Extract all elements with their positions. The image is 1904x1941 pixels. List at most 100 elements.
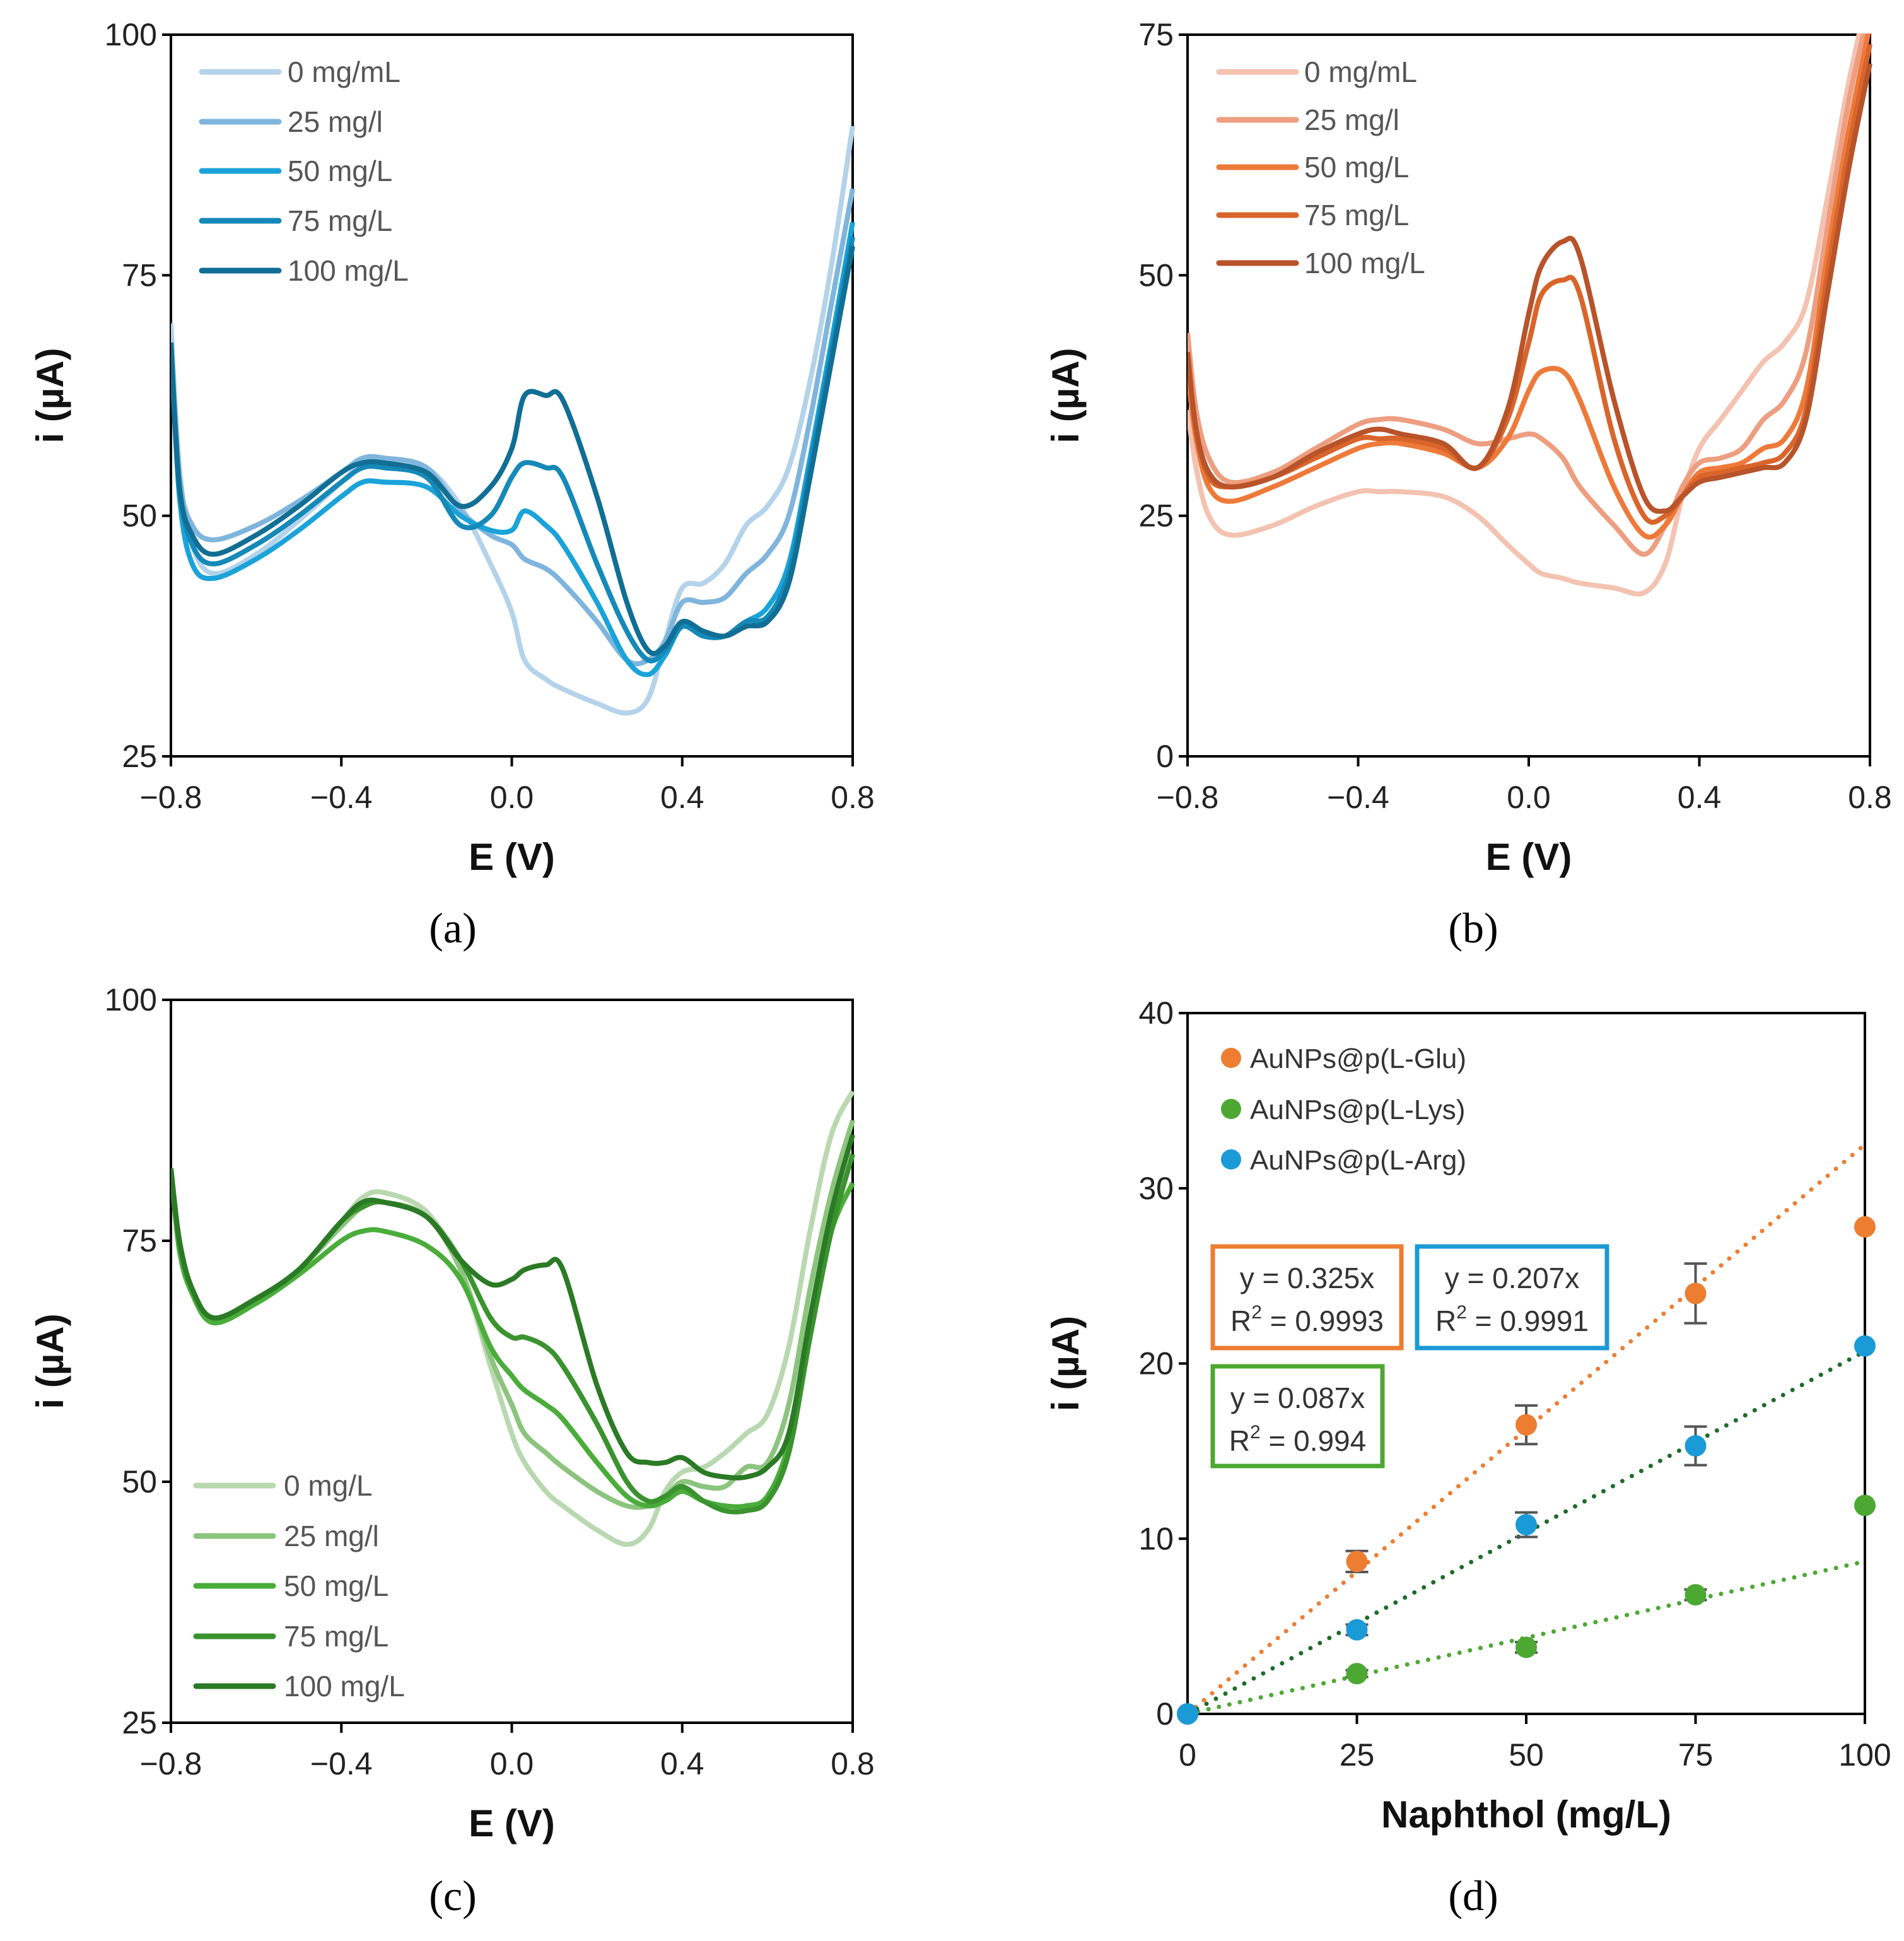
y-tick-label: 75	[1138, 17, 1174, 52]
r-squared-text: R2 = 0.994	[1229, 1422, 1366, 1457]
legend-label: 0 mg/mL	[288, 56, 400, 88]
plot-frame	[170, 33, 854, 758]
x-tick-label: −0.4	[310, 1746, 373, 1781]
y-axis-title: i (µA)	[1044, 348, 1087, 443]
data-point	[1346, 1663, 1368, 1685]
data-point	[1685, 1584, 1707, 1606]
panel-label: (c)	[429, 1872, 476, 1920]
series-line-25-mg-l	[171, 188, 855, 667]
x-tick-label: 0	[1179, 1737, 1196, 1773]
x-axis-title: E (V)	[469, 836, 555, 878]
panel-label: (d)	[1448, 1872, 1498, 1920]
y-axis-title: i (µA)	[1044, 1316, 1087, 1411]
legend-label: AuNPs@p(L-Lys)	[1250, 1094, 1465, 1125]
x-tick-label: 100	[1838, 1737, 1891, 1773]
x-axis-title: E (V)	[1486, 836, 1572, 878]
x-tick-label: 0.4	[660, 1746, 704, 1781]
legend-marker	[1221, 1149, 1241, 1170]
y-tick-label: 25	[122, 1705, 157, 1740]
panel-label: (b)	[1448, 904, 1498, 952]
data-point	[1516, 1514, 1537, 1536]
y-tick-label: 75	[122, 257, 157, 293]
data-point	[1854, 1216, 1876, 1238]
legend-label: 75 mg/L	[284, 1620, 388, 1653]
series-line-0-mg-mL	[171, 126, 855, 716]
data-point	[1854, 1494, 1876, 1516]
data-point	[1346, 1619, 1368, 1641]
panel-a: 25 50 75 100 −0.8 −0.4 0.0 0.4 0.8 E (V) i (µA) (a)…	[29, 17, 875, 952]
legend-label: 25 mg/l	[288, 105, 383, 138]
legend-label: 100 mg/L	[284, 1670, 405, 1703]
r-squared-text: R2 = 0.9993	[1230, 1302, 1384, 1337]
equation-text: y = 0.325x	[1240, 1262, 1375, 1294]
y-tick-label: 10	[1138, 1521, 1174, 1556]
data-point	[1346, 1551, 1368, 1573]
y-tick-label: 50	[1138, 257, 1174, 293]
x-tick-label: 0.8	[831, 780, 875, 815]
x-tick-label: −0.4	[310, 780, 373, 815]
legend-label: AuNPs@p(L-Arg)	[1250, 1145, 1466, 1176]
y-tick-label: 20	[1138, 1346, 1174, 1381]
data-point	[1516, 1636, 1537, 1658]
equation-box	[1415, 1244, 1609, 1351]
legend-label: 0 mg/mL	[1304, 56, 1417, 88]
series-line-25-mg-l	[1188, 33, 1866, 557]
series-line-0-mg-mL	[1188, 33, 1862, 597]
legend-marker	[1221, 1099, 1241, 1119]
series-line-50-mg-L	[1188, 33, 1871, 540]
legend-label: 25 mg/l	[284, 1520, 379, 1552]
legend-label: 50 mg/L	[288, 155, 392, 187]
y-axis-title: i (µA)	[29, 348, 71, 443]
panel-d: 0 10 20 30 40 0 25 50 75 100 Naphthol (mg/L) i (µA)…	[1044, 995, 1891, 1920]
y-tick-label: 40	[1138, 995, 1174, 1031]
y-tick-label: 50	[122, 1464, 157, 1499]
y-tick-label: 100	[105, 17, 157, 52]
panel-c: 25 50 75 100 −0.8 −0.4 0.0 0.4 0.8 E (V) i (µA) (c)…	[29, 982, 875, 1920]
data-point	[1685, 1282, 1707, 1305]
x-tick-label: 0.0	[490, 780, 534, 815]
x-tick-label: 25	[1340, 1737, 1375, 1773]
x-tick-label: 50	[1509, 1737, 1544, 1773]
legend-marker	[1221, 1048, 1241, 1068]
legend-label: 100 mg/L	[1304, 247, 1425, 279]
legend-label: 50 mg/L	[284, 1569, 388, 1602]
data-point	[1685, 1435, 1707, 1457]
panel-label: (a)	[429, 904, 476, 952]
series-line-75-mg-L	[171, 1153, 855, 1515]
x-tick-label: −0.4	[1327, 780, 1389, 815]
y-tick-label: 25	[122, 739, 157, 774]
plot-frame	[170, 999, 854, 1724]
x-tick-label: −0.8	[140, 1746, 202, 1781]
y-tick-label: 75	[122, 1223, 157, 1258]
equation-box	[1210, 1244, 1404, 1351]
legend-label: 50 mg/L	[1304, 151, 1409, 184]
x-tick-label: 0.4	[1678, 780, 1722, 815]
y-tick-label: 50	[122, 498, 157, 534]
series-line-50-mg-L	[171, 221, 855, 677]
series-line-75-mg-L	[171, 236, 855, 664]
legend-label: 75 mg/L	[1304, 199, 1409, 232]
series-line-100-mg-L	[1188, 62, 1872, 514]
x-tick-label: 0.8	[1848, 780, 1892, 815]
trendline	[1185, 1559, 1867, 1716]
legend-label: 0 mg/L	[284, 1469, 373, 1502]
series-line-100-mg-L	[171, 1134, 855, 1481]
equation-text: y = 0.207x	[1445, 1262, 1580, 1294]
y-tick-label: 0	[1156, 739, 1174, 774]
panel-b: 0 25 50 75 −0.8 −0.4 0.0 0.4 0.8 E (V) i (µA) (b) 0 …	[1044, 17, 1892, 952]
x-tick-label: 0.4	[660, 780, 704, 815]
data-point	[1516, 1414, 1537, 1436]
series-line-75-mg-L	[1188, 44, 1872, 525]
series-line-100-mg-L	[171, 245, 855, 656]
y-tick-label: 100	[105, 982, 157, 1017]
equation-box	[1210, 1364, 1385, 1469]
x-axis-title: Naphthol (mg/L)	[1381, 1793, 1671, 1836]
x-tick-label: −0.8	[140, 780, 202, 815]
legend-label: AuNPs@p(L-Glu)	[1250, 1043, 1466, 1074]
legend-label: 75 mg/L	[288, 204, 392, 237]
y-tick-label: 0	[1156, 1696, 1174, 1732]
y-tick-label: 25	[1138, 498, 1174, 534]
x-tick-label: 0.0	[490, 1746, 534, 1781]
y-axis-title: i (µA)	[29, 1313, 71, 1409]
legend-label: 100 mg/L	[288, 254, 409, 287]
